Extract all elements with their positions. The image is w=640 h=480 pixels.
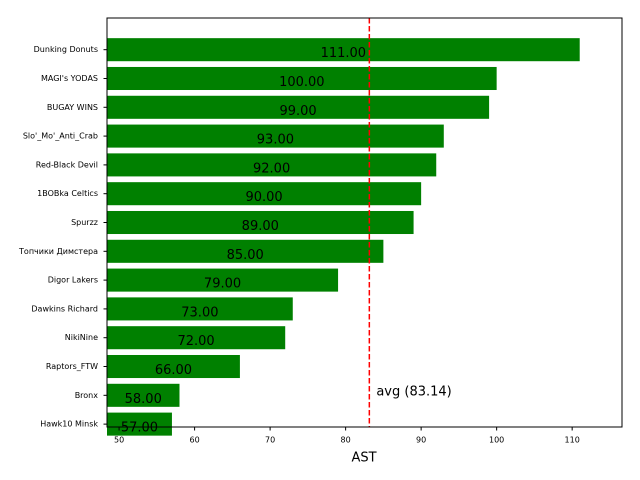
y-tick-label: Bronx [75, 391, 99, 400]
bar [107, 124, 444, 148]
average-label: avg (83.14) [376, 385, 451, 400]
value-label: 79.00 [204, 277, 241, 292]
x-axis-label: AST [351, 451, 376, 466]
bar [107, 38, 580, 62]
value-label: 100.00 [279, 75, 325, 90]
value-label: 66.00 [155, 363, 192, 378]
y-tick-label: Raptors_FTW [46, 362, 98, 371]
bar [107, 354, 240, 379]
y-tick-label: 1BOBka Celtics [37, 189, 98, 198]
value-label: 57.00 [121, 421, 158, 436]
y-tick-label: Slo'_Mo'_Anti_Crab [23, 132, 98, 141]
y-tick-label: Dunking Donuts [34, 45, 98, 54]
plot-frame [106, 17, 623, 428]
x-tick-label: 100 [489, 436, 504, 445]
y-tick-label: Spurzz [71, 218, 98, 227]
value-label: 90.00 [245, 190, 282, 205]
value-label: 58.00 [125, 392, 162, 407]
x-tick-label: 80 [341, 436, 351, 445]
value-label: 92.00 [253, 161, 290, 176]
bar [107, 268, 339, 292]
y-tick-label: Digor Lakers [48, 276, 98, 285]
y-tick-label: Dawkins Richard [31, 304, 98, 313]
value-label: 72.00 [177, 334, 214, 349]
y-tick-label: MAGI's YODAS [41, 74, 98, 83]
y-tick-label: NikiNine [65, 333, 98, 342]
bar [107, 297, 293, 321]
y-tick-label: BUGAY WINS [47, 103, 98, 112]
value-label: 99.00 [279, 104, 316, 119]
bar [107, 210, 414, 235]
x-tick-label: 50 [114, 436, 124, 445]
bar [107, 239, 384, 263]
y-tick-label: Топчики Димстера [18, 247, 98, 256]
value-label: 89.00 [242, 219, 279, 234]
y-tick-label: Hawk10 Minsk [40, 420, 98, 429]
bar [107, 182, 422, 206]
bar [107, 66, 497, 91]
bar [107, 326, 286, 350]
x-tick-label: 90 [416, 436, 426, 445]
bar [107, 153, 437, 177]
x-tick-label: 60 [190, 436, 200, 445]
bar [107, 95, 490, 119]
bar [107, 412, 172, 436]
value-label: 111.00 [321, 46, 367, 61]
value-label: 85.00 [227, 248, 264, 263]
x-tick-label: 70 [265, 436, 275, 445]
y-tick-label: Red-Black Devil [36, 160, 98, 169]
x-tick-label: 110 [565, 436, 580, 445]
bar [107, 383, 180, 407]
value-label: 93.00 [257, 133, 294, 148]
value-label: 73.00 [181, 305, 218, 320]
